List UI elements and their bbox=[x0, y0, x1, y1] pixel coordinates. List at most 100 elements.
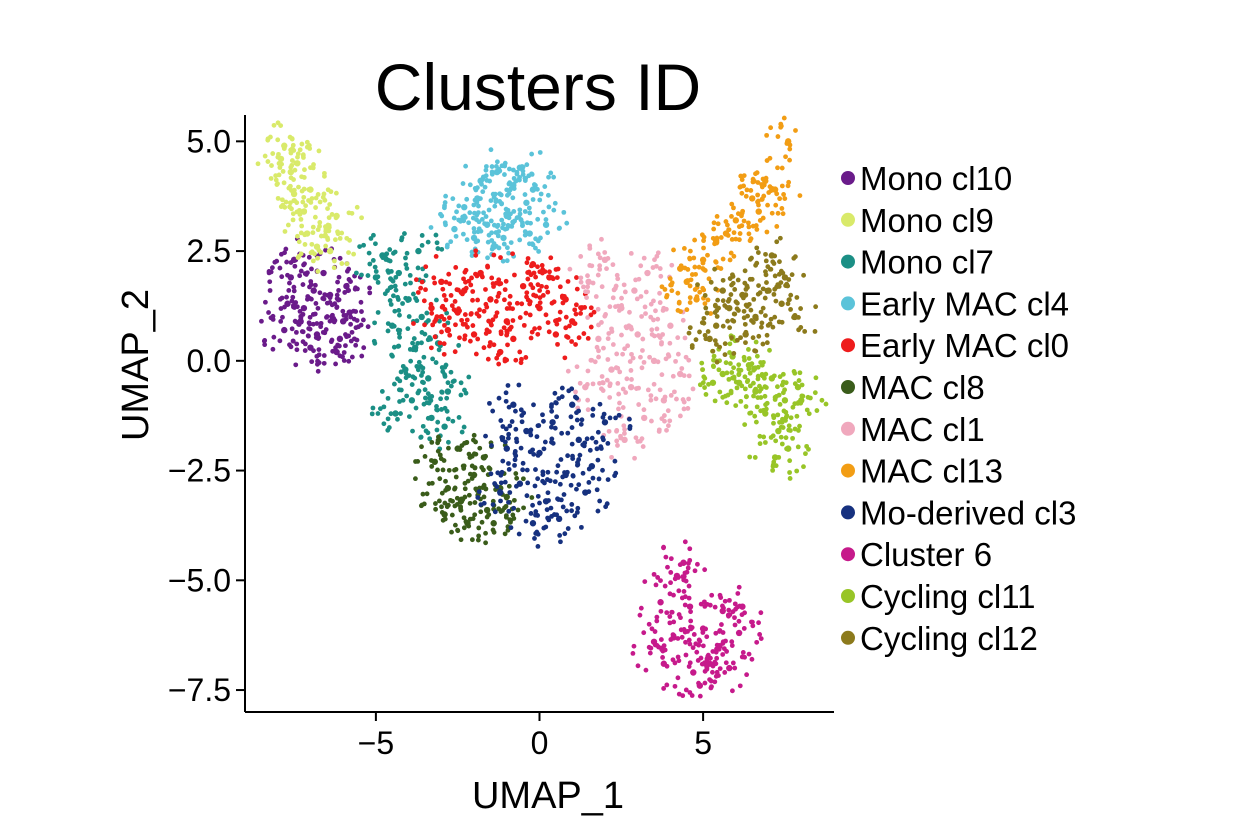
point-cloud-dot bbox=[600, 467, 605, 473]
point-cloud-dot bbox=[720, 323, 726, 329]
point-cloud-dot bbox=[545, 320, 551, 326]
point-cloud-dot bbox=[281, 180, 287, 186]
point-cloud-dot bbox=[700, 266, 706, 271]
point-cloud-dot bbox=[743, 193, 749, 199]
point-cloud-dot bbox=[602, 313, 608, 319]
point-cloud-dot bbox=[372, 264, 378, 270]
point-cloud-dot bbox=[661, 545, 666, 551]
point-cloud-dot bbox=[447, 332, 453, 338]
point-cloud-dot bbox=[597, 266, 603, 272]
point-cloud-dot bbox=[435, 419, 441, 425]
point-cloud-dot bbox=[686, 664, 692, 669]
point-cloud-dot bbox=[496, 229, 502, 234]
point-cloud-dot bbox=[594, 446, 600, 452]
point-cloud-dot bbox=[552, 425, 558, 431]
point-cloud-dot bbox=[675, 335, 681, 341]
point-cloud-dot bbox=[315, 227, 321, 233]
point-cloud-dot bbox=[418, 434, 424, 440]
point-cloud-dot bbox=[442, 200, 448, 205]
point-cloud-dot bbox=[730, 688, 735, 694]
point-cloud-dot bbox=[708, 279, 714, 285]
point-cloud-dot bbox=[615, 443, 620, 448]
point-cloud-dot bbox=[704, 310, 710, 316]
point-cloud-dot bbox=[464, 196, 470, 202]
point-cloud-dot bbox=[689, 272, 695, 277]
point-cloud-dot bbox=[733, 403, 739, 409]
point-cloud-dot bbox=[456, 415, 462, 420]
point-cloud-dot bbox=[720, 652, 726, 657]
point-cloud-dot bbox=[446, 271, 452, 277]
point-cloud-dot bbox=[346, 358, 352, 364]
point-cloud-dot bbox=[545, 289, 551, 295]
point-cloud-dot bbox=[413, 295, 418, 301]
point-cloud-dot bbox=[343, 343, 348, 349]
point-cloud-dot bbox=[495, 233, 501, 239]
legend-label: Mo-derived cl3 bbox=[860, 494, 1076, 531]
point-cloud-dot bbox=[524, 162, 530, 168]
point-cloud-dot bbox=[741, 626, 747, 631]
point-cloud-dot bbox=[772, 394, 778, 400]
point-cloud-dot bbox=[781, 115, 787, 121]
point-cloud-dot bbox=[359, 353, 365, 359]
point-cloud-dot bbox=[649, 332, 655, 337]
point-cloud-dot bbox=[660, 655, 665, 660]
point-cloud-dot bbox=[488, 471, 494, 477]
point-cloud-dot bbox=[782, 196, 788, 201]
point-cloud-dot bbox=[432, 280, 438, 286]
point-cloud-dot bbox=[296, 253, 302, 259]
point-cloud-dot bbox=[310, 230, 316, 236]
point-cloud-dot bbox=[725, 392, 731, 398]
point-cloud-dot bbox=[785, 183, 791, 189]
point-cloud-dot bbox=[515, 507, 521, 513]
point-cloud-dot bbox=[764, 229, 770, 235]
point-cloud-dot bbox=[419, 444, 424, 450]
point-cloud-dot bbox=[419, 279, 425, 285]
point-cloud-dot bbox=[627, 416, 632, 422]
point-cloud-dot bbox=[537, 150, 543, 155]
point-cloud-dot bbox=[475, 185, 480, 191]
point-cloud-dot bbox=[450, 196, 456, 202]
point-cloud-dot bbox=[585, 407, 591, 413]
point-cloud-dot bbox=[302, 242, 308, 247]
point-cloud-dot bbox=[788, 307, 793, 312]
point-cloud-dot bbox=[421, 354, 427, 360]
point-cloud-dot bbox=[277, 265, 283, 271]
x-axis-title: UMAP_1 bbox=[472, 775, 624, 817]
point-cloud-dot bbox=[617, 400, 622, 406]
point-cloud-dot bbox=[548, 170, 554, 176]
point-cloud-dot bbox=[525, 256, 531, 261]
point-cloud-dot bbox=[467, 210, 473, 216]
data-point bbox=[657, 599, 664, 606]
point-cloud-dot bbox=[646, 621, 652, 627]
point-cloud-dot bbox=[695, 658, 701, 663]
point-cloud-dot bbox=[774, 191, 780, 197]
point-cloud-dot bbox=[517, 349, 523, 355]
point-cloud-dot bbox=[750, 619, 755, 625]
point-cloud-dot bbox=[290, 338, 296, 344]
data-point bbox=[454, 445, 461, 452]
data-point bbox=[464, 520, 471, 527]
point-cloud-dot bbox=[726, 296, 732, 302]
point-cloud-dot bbox=[722, 598, 728, 604]
point-cloud-dot bbox=[452, 486, 457, 492]
point-cloud-dot bbox=[424, 400, 430, 406]
point-cloud-dot bbox=[292, 318, 298, 324]
point-cloud-dot bbox=[551, 299, 557, 305]
point-cloud-dot bbox=[743, 404, 749, 409]
point-cloud-dot bbox=[744, 672, 750, 678]
point-cloud-dot bbox=[448, 293, 454, 298]
point-cloud-dot bbox=[767, 155, 773, 161]
point-cloud-dot bbox=[437, 340, 443, 346]
point-cloud-dot bbox=[554, 414, 560, 420]
point-cloud-dot bbox=[289, 162, 295, 168]
point-cloud-dot bbox=[767, 347, 772, 353]
point-cloud-dot bbox=[768, 125, 774, 131]
point-cloud-dot bbox=[702, 567, 708, 573]
point-cloud-dot bbox=[483, 540, 489, 546]
point-cloud-dot bbox=[779, 165, 785, 171]
point-cloud-dot bbox=[289, 158, 295, 163]
point-cloud-dot bbox=[287, 200, 293, 206]
point-cloud-dot bbox=[324, 314, 329, 320]
data-point bbox=[333, 348, 340, 356]
point-cloud-dot bbox=[525, 297, 531, 303]
